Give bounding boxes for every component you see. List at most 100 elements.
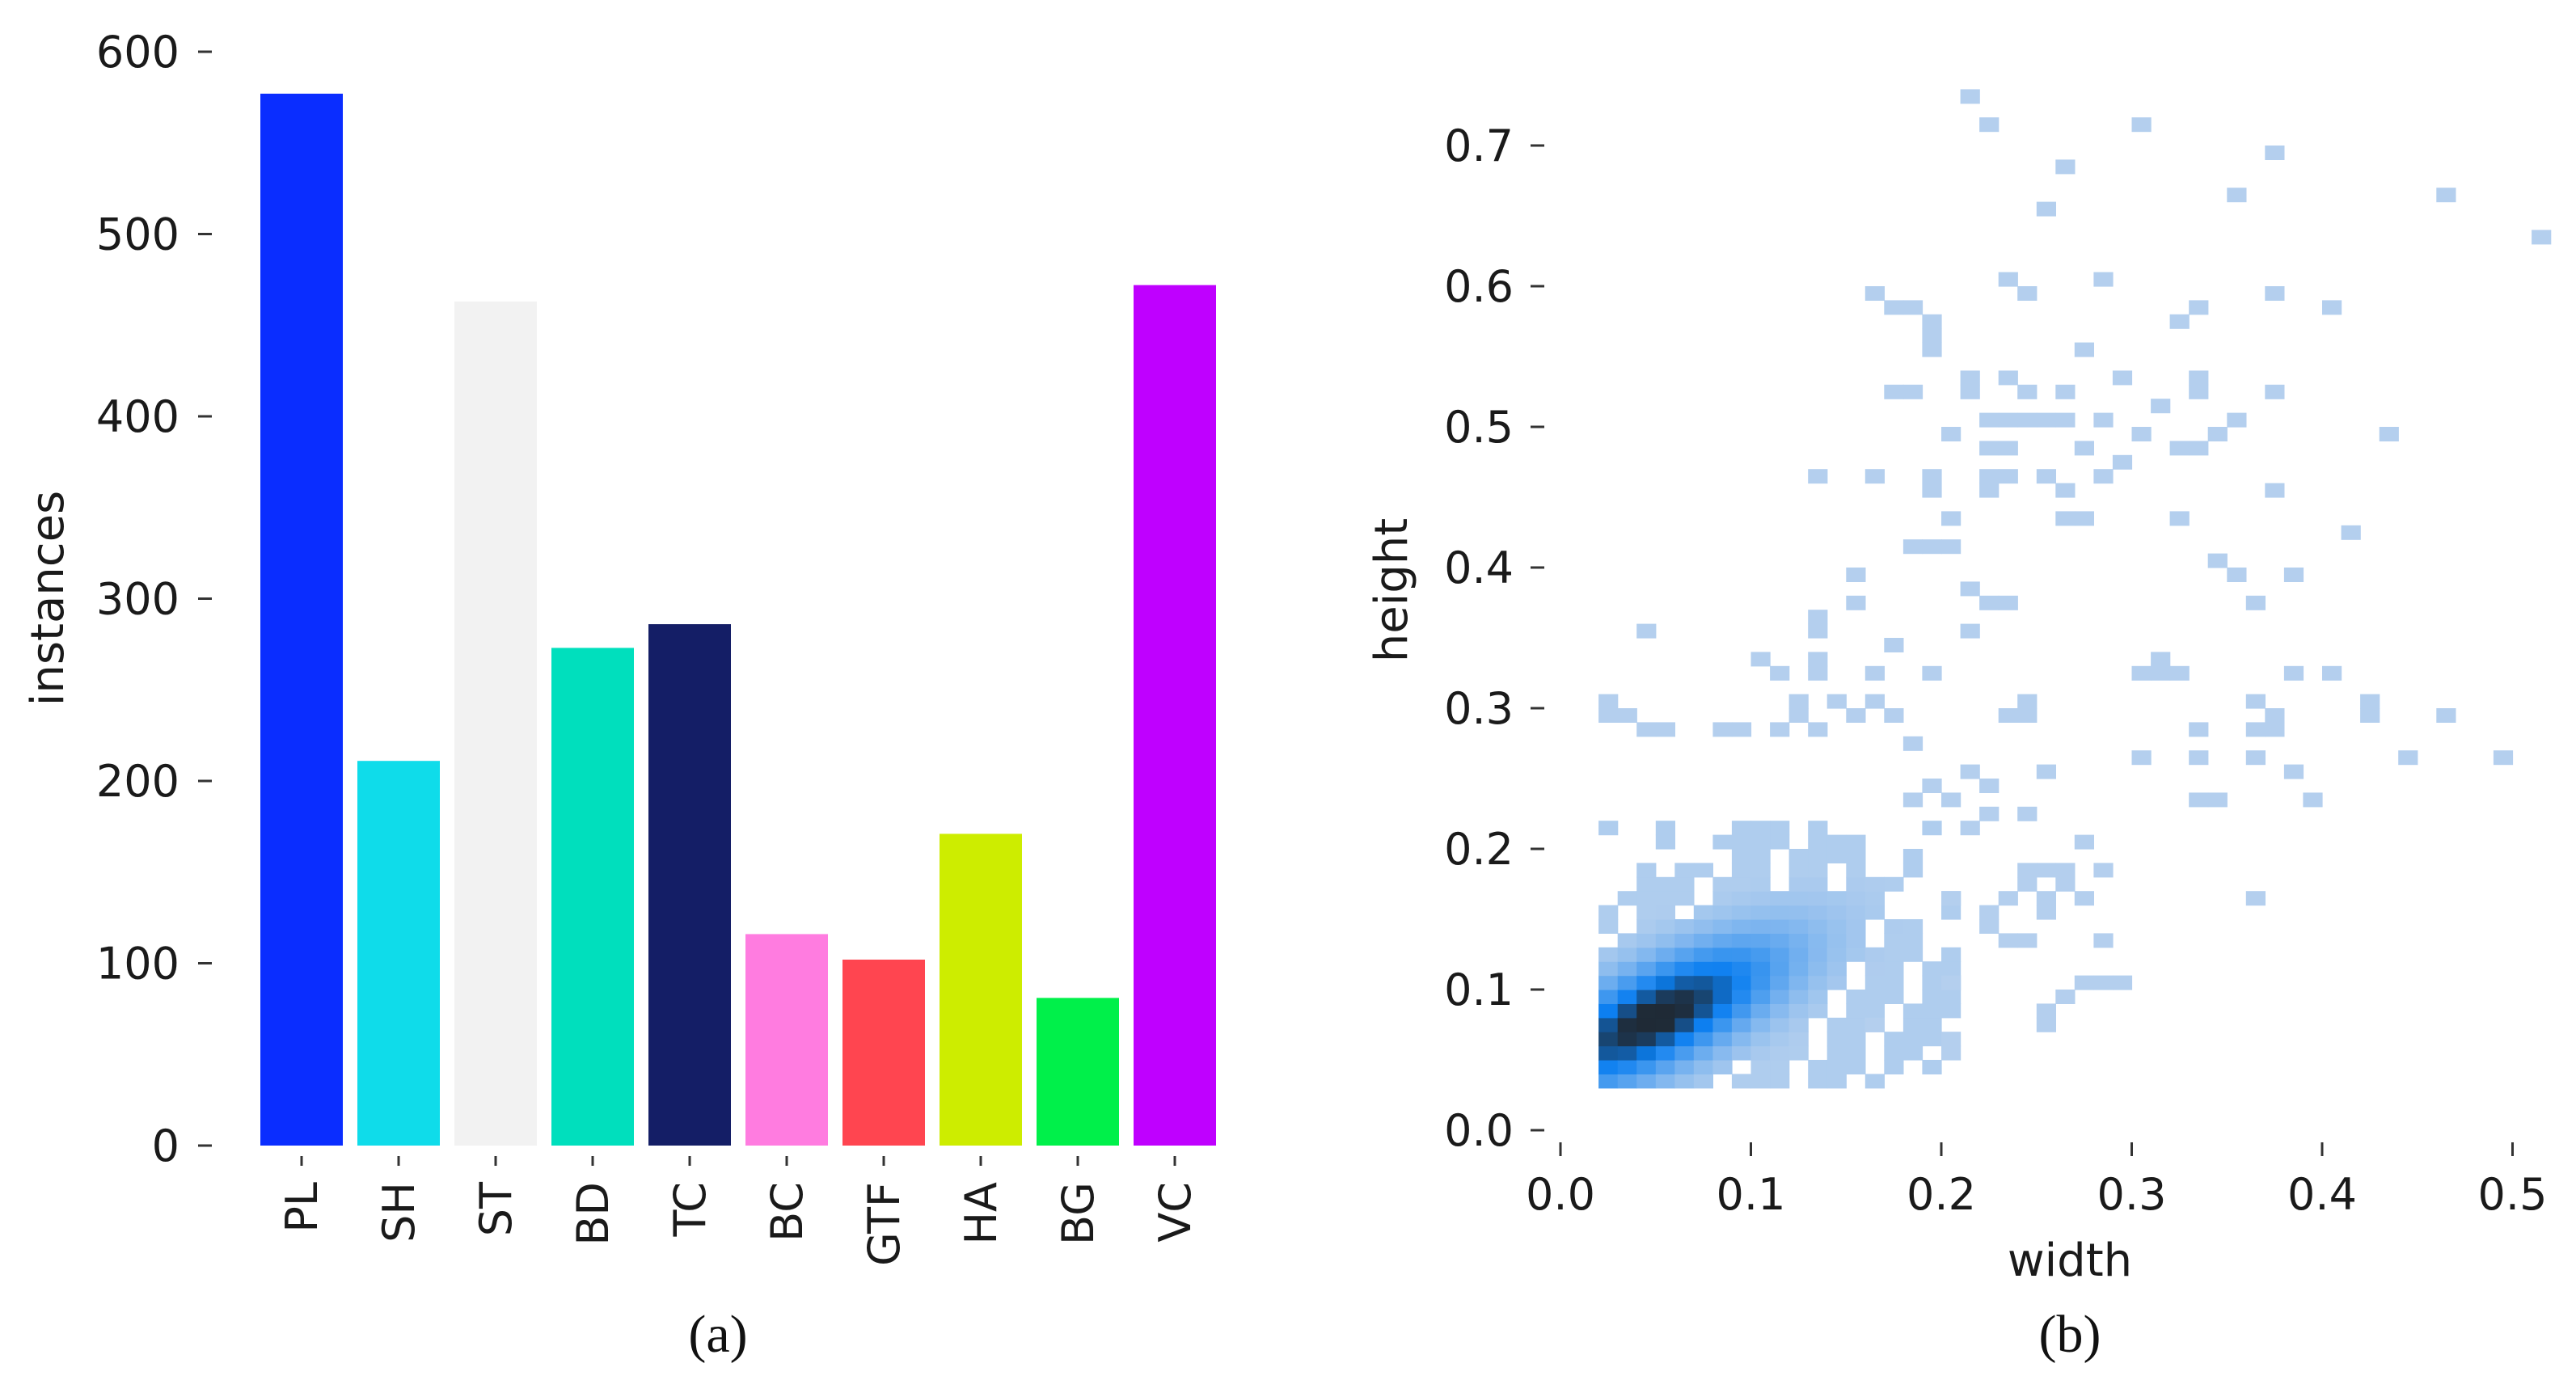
heatmap-cell [1712, 834, 1733, 850]
heatmap-cell [1864, 1003, 1885, 1019]
heatmap-cells [1598, 89, 2552, 1089]
heatmap-cell [1598, 990, 1619, 1004]
heatmap-cell [1808, 652, 1828, 667]
heatmap-cell [2245, 595, 2266, 610]
bar-y-tick-label: 0 [152, 1121, 179, 1171]
heatmap-cell [1770, 665, 1790, 681]
heatmap-cell [1960, 623, 1980, 639]
heatmap-cell [1826, 933, 1847, 948]
heatmap-cell [1941, 990, 1962, 1004]
heatmap-cell [1617, 947, 1637, 962]
heatmap-cell [1922, 665, 1942, 681]
heatmap-cell [1693, 1003, 1713, 1019]
heatmap-cell [1617, 961, 1637, 977]
heatmap-cell [2036, 1003, 2056, 1019]
heatmap-cell [1655, 1017, 1675, 1032]
heatmap-cell [1712, 919, 1733, 934]
heatmap-cell [1655, 933, 1675, 948]
heatmap-cell [1846, 933, 1866, 948]
heatmap-y-tick-label: 0.7 [1444, 120, 1514, 171]
heatmap-cell [1788, 933, 1809, 948]
heatmap-cell [1750, 891, 1771, 906]
heatmap-cell [1712, 722, 1733, 737]
bar-x-tick-label: HA [956, 1182, 1007, 1245]
heatmap-cell [2074, 511, 2094, 526]
heatmap-cell [2093, 933, 2114, 948]
heatmap-cell [1788, 1032, 1809, 1047]
heatmap-cell [1922, 1032, 1942, 1047]
heatmap-cell [1808, 1074, 1828, 1089]
bar-tc [648, 624, 731, 1146]
heatmap-cell [1884, 933, 1904, 948]
bar-y-tick-label: 300 [96, 574, 179, 625]
heatmap-cell [1770, 1017, 1790, 1032]
bar-x-tick-label: ST [471, 1181, 522, 1236]
heatmap-x-tick-label: 0.0 [1526, 1169, 1595, 1220]
heatmap-cell [1941, 947, 1962, 962]
heatmap-cell [1941, 1003, 1962, 1019]
heatmap-cell [1960, 821, 1980, 836]
heatmap-cell [1636, 961, 1657, 977]
heatmap-cell [1617, 1060, 1637, 1074]
heatmap-cell [2017, 694, 2038, 709]
heatmap-cell [1808, 834, 1828, 850]
heatmap-cell [1884, 708, 1904, 723]
heatmap-cell [1941, 511, 1962, 526]
heatmap-cell [2227, 568, 2247, 582]
heatmap-cell [2055, 412, 2076, 428]
heatmap-cell [1750, 1074, 1771, 1089]
heatmap-cell [1846, 863, 1866, 878]
heatmap-cell [1750, 821, 1771, 836]
heatmap-cell [2189, 441, 2209, 456]
heatmap-cell [2074, 891, 2094, 906]
heatmap-cell [1788, 1045, 1809, 1061]
heatmap-cell [1731, 1032, 1752, 1047]
heatmap-cell [1674, 863, 1695, 878]
heatmap-cell [1864, 905, 1885, 920]
heatmap-cell [1693, 1045, 1713, 1061]
heatmap-cell [1960, 581, 1980, 597]
heatmap-cell [1902, 1045, 1924, 1061]
heatmap-y-tick-label: 0.1 [1444, 964, 1514, 1015]
heatmap-cell [1636, 863, 1657, 878]
heatmap-cell [1902, 539, 1924, 555]
heatmap-cell [1864, 469, 1885, 484]
heatmap-cell [2169, 441, 2190, 456]
heatmap-cell [1731, 919, 1752, 934]
heatmap-y-tick-label: 0.4 [1444, 542, 1514, 593]
heatmap-cell [2265, 384, 2285, 399]
heatmap-cell [2074, 342, 2094, 357]
heatmap-cell [1750, 1032, 1771, 1047]
heatmap-cell [1902, 849, 1924, 863]
heatmap-cell [1826, 1032, 1847, 1047]
heatmap-cell [1693, 975, 1713, 990]
heatmap-cell [2017, 384, 2038, 399]
heatmap-cell [2227, 412, 2247, 428]
heatmap-cell [1846, 708, 1866, 723]
heatmap-cell [2265, 286, 2285, 301]
heatmap-cell [1788, 891, 1809, 906]
heatmap-cell [1617, 708, 1637, 723]
heatmap-cell [2131, 665, 2152, 681]
heatmap-cell [1636, 947, 1657, 962]
bar-x-tick-label: VC [1150, 1182, 1201, 1243]
heatmap-cell [2532, 230, 2552, 245]
heatmap-cell [1884, 961, 1904, 977]
heatmap-cell [1770, 975, 1790, 990]
heatmap-cell [1750, 947, 1771, 962]
heatmap-y-tick-label: 0.5 [1444, 402, 1514, 453]
heatmap-cell [1941, 792, 1962, 808]
heatmap-cell [1674, 1074, 1695, 1089]
heatmap-cell [1808, 665, 1828, 681]
heatmap-cell [1864, 947, 1885, 962]
heatmap-cell [1598, 1045, 1619, 1061]
heatmap-cell [1655, 1032, 1675, 1047]
heatmap-cell [1712, 1003, 1733, 1019]
heatmap-cell [1693, 1060, 1713, 1074]
heatmap-cell [1731, 947, 1752, 962]
heatmap-cell [1750, 863, 1771, 878]
heatmap-cell [1788, 1003, 1809, 1019]
heatmap-cell [2398, 750, 2418, 766]
heatmap-cell [1674, 1032, 1695, 1047]
heatmap-cell [1770, 933, 1790, 948]
